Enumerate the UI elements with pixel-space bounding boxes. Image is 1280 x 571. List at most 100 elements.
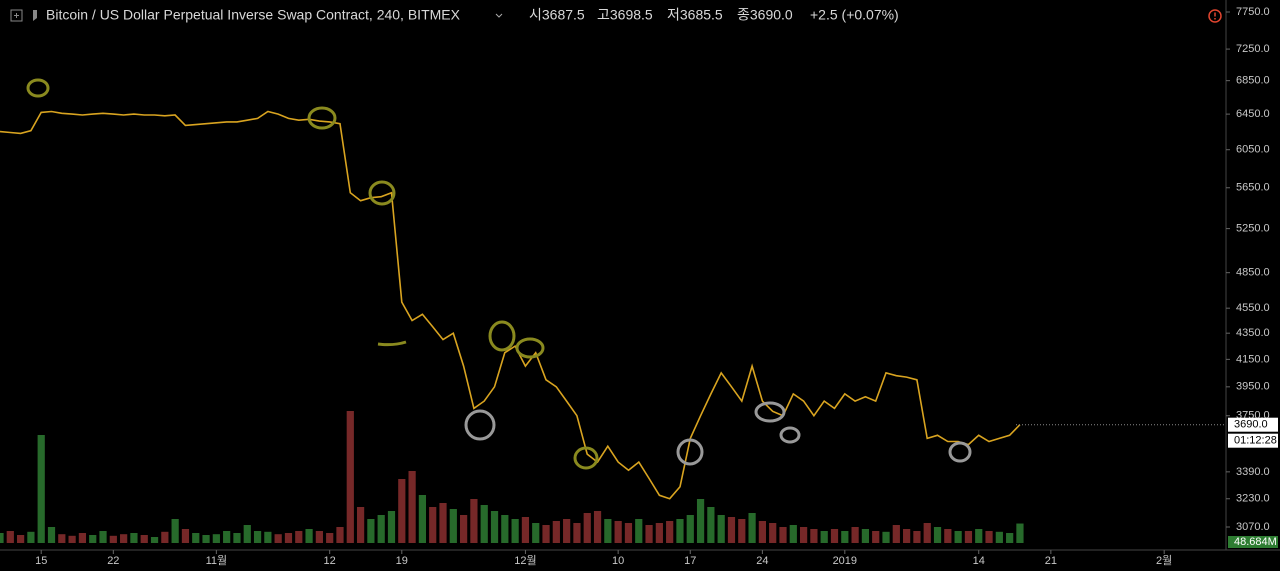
x-tick-label: 10 bbox=[612, 555, 624, 567]
expand-icon[interactable] bbox=[10, 9, 23, 22]
ohlc-close: 종3690.0 bbox=[737, 7, 793, 23]
y-tick-label: 3230.0 bbox=[1236, 493, 1270, 505]
volume-bar bbox=[27, 531, 35, 543]
x-tick-label: 12 bbox=[324, 555, 336, 567]
volume-bar bbox=[707, 507, 715, 543]
volume-bar bbox=[964, 531, 973, 543]
y-tick-label: 5650.0 bbox=[1236, 182, 1270, 194]
volume-bar bbox=[408, 471, 416, 543]
x-tick-label: 14 bbox=[973, 555, 985, 567]
annotation bbox=[26, 78, 50, 98]
annotation bbox=[779, 426, 801, 444]
alert-icon[interactable] bbox=[1208, 9, 1222, 23]
volume-bar bbox=[480, 505, 488, 543]
x-tick-label: 17 bbox=[684, 555, 696, 567]
x-tick-label: 2월 bbox=[1156, 554, 1172, 567]
annotation bbox=[307, 106, 337, 130]
volume-bar bbox=[161, 531, 169, 543]
volume-bar bbox=[192, 533, 200, 543]
symbol-title[interactable]: Bitcoin / US Dollar Perpetual Inverse Sw… bbox=[46, 7, 461, 23]
y-tick-label: 4850.0 bbox=[1236, 267, 1270, 279]
volume-bar bbox=[624, 523, 633, 543]
volume-bar bbox=[521, 517, 530, 543]
volume-bar bbox=[614, 521, 622, 543]
volume-bar bbox=[913, 531, 921, 543]
expand-plus bbox=[14, 13, 19, 18]
volume-bar bbox=[109, 535, 117, 543]
volume-bar bbox=[552, 521, 560, 543]
annotations bbox=[26, 78, 972, 470]
volume-bar bbox=[666, 521, 674, 543]
volume-bar bbox=[99, 531, 107, 543]
volume-bar bbox=[779, 527, 787, 543]
volume-bar bbox=[727, 517, 736, 543]
volume-bar bbox=[449, 509, 457, 543]
volume-bar bbox=[892, 525, 900, 543]
volume-bar bbox=[789, 525, 797, 543]
annotation bbox=[948, 441, 972, 463]
annotation bbox=[754, 401, 786, 423]
volume-bar bbox=[758, 521, 766, 543]
volume-bar bbox=[717, 515, 725, 543]
volume-bar bbox=[501, 515, 509, 543]
annotation bbox=[676, 438, 704, 466]
volume-bar bbox=[58, 534, 66, 543]
volume-label: 48.684M bbox=[1234, 536, 1277, 548]
volume-bar bbox=[748, 513, 756, 543]
volume-bar bbox=[975, 529, 983, 543]
volume-bar bbox=[686, 515, 694, 543]
volume-bar bbox=[604, 519, 612, 543]
y-tick-label: 6050.0 bbox=[1236, 144, 1270, 156]
x-tick-label: 19 bbox=[396, 555, 408, 567]
volume-bar bbox=[532, 523, 540, 543]
volume-bar bbox=[830, 529, 839, 543]
volume-bar bbox=[563, 519, 571, 543]
volume-bar bbox=[295, 531, 303, 543]
volume-bar bbox=[233, 533, 241, 543]
volume-bar bbox=[377, 515, 385, 543]
y-tick-label: 3070.0 bbox=[1236, 521, 1270, 533]
volume-bar bbox=[202, 535, 210, 543]
volume-bar bbox=[398, 479, 406, 543]
volume-bar bbox=[933, 527, 942, 543]
y-tick-label: 4550.0 bbox=[1236, 302, 1270, 314]
dropdown-caret[interactable] bbox=[495, 13, 503, 18]
volume-bar bbox=[223, 531, 231, 543]
volume-bar bbox=[315, 531, 323, 543]
volume-bar bbox=[150, 537, 159, 543]
volume-bar bbox=[336, 527, 344, 543]
volume-bar bbox=[470, 499, 478, 543]
annotation bbox=[515, 337, 545, 359]
flag-icon bbox=[33, 10, 37, 21]
y-tick-label: 6450.0 bbox=[1236, 108, 1270, 120]
volume-bar bbox=[573, 523, 581, 543]
volume-bar bbox=[181, 529, 190, 543]
volume-bar bbox=[645, 525, 653, 543]
volume-bar bbox=[418, 495, 427, 543]
volume-bar bbox=[542, 525, 550, 543]
volume-label-box bbox=[1228, 536, 1278, 548]
volume-bar bbox=[882, 531, 890, 543]
volume-bar bbox=[820, 531, 828, 543]
y-tick-label: 6850.0 bbox=[1236, 75, 1270, 87]
ohlc-low: 저3685.5 bbox=[667, 7, 723, 23]
volume-bar bbox=[326, 533, 334, 543]
volume-bar bbox=[37, 435, 45, 543]
x-tick-label: 11월 bbox=[206, 554, 228, 567]
volume-bar bbox=[439, 503, 447, 543]
volume-bar bbox=[1016, 523, 1024, 543]
volume-bar bbox=[944, 529, 952, 543]
annotation bbox=[368, 180, 396, 206]
x-tick-label: 21 bbox=[1045, 555, 1057, 567]
volume-bar bbox=[68, 535, 76, 543]
volume-bar bbox=[511, 519, 519, 543]
annotation bbox=[488, 320, 516, 352]
volume-bar bbox=[872, 531, 880, 543]
y-tick-label: 4150.0 bbox=[1236, 353, 1270, 365]
countdown: 01:12:28 bbox=[1234, 435, 1277, 447]
volume-bar bbox=[140, 535, 148, 543]
volume-bar bbox=[841, 531, 849, 543]
volume-bar bbox=[78, 533, 87, 543]
